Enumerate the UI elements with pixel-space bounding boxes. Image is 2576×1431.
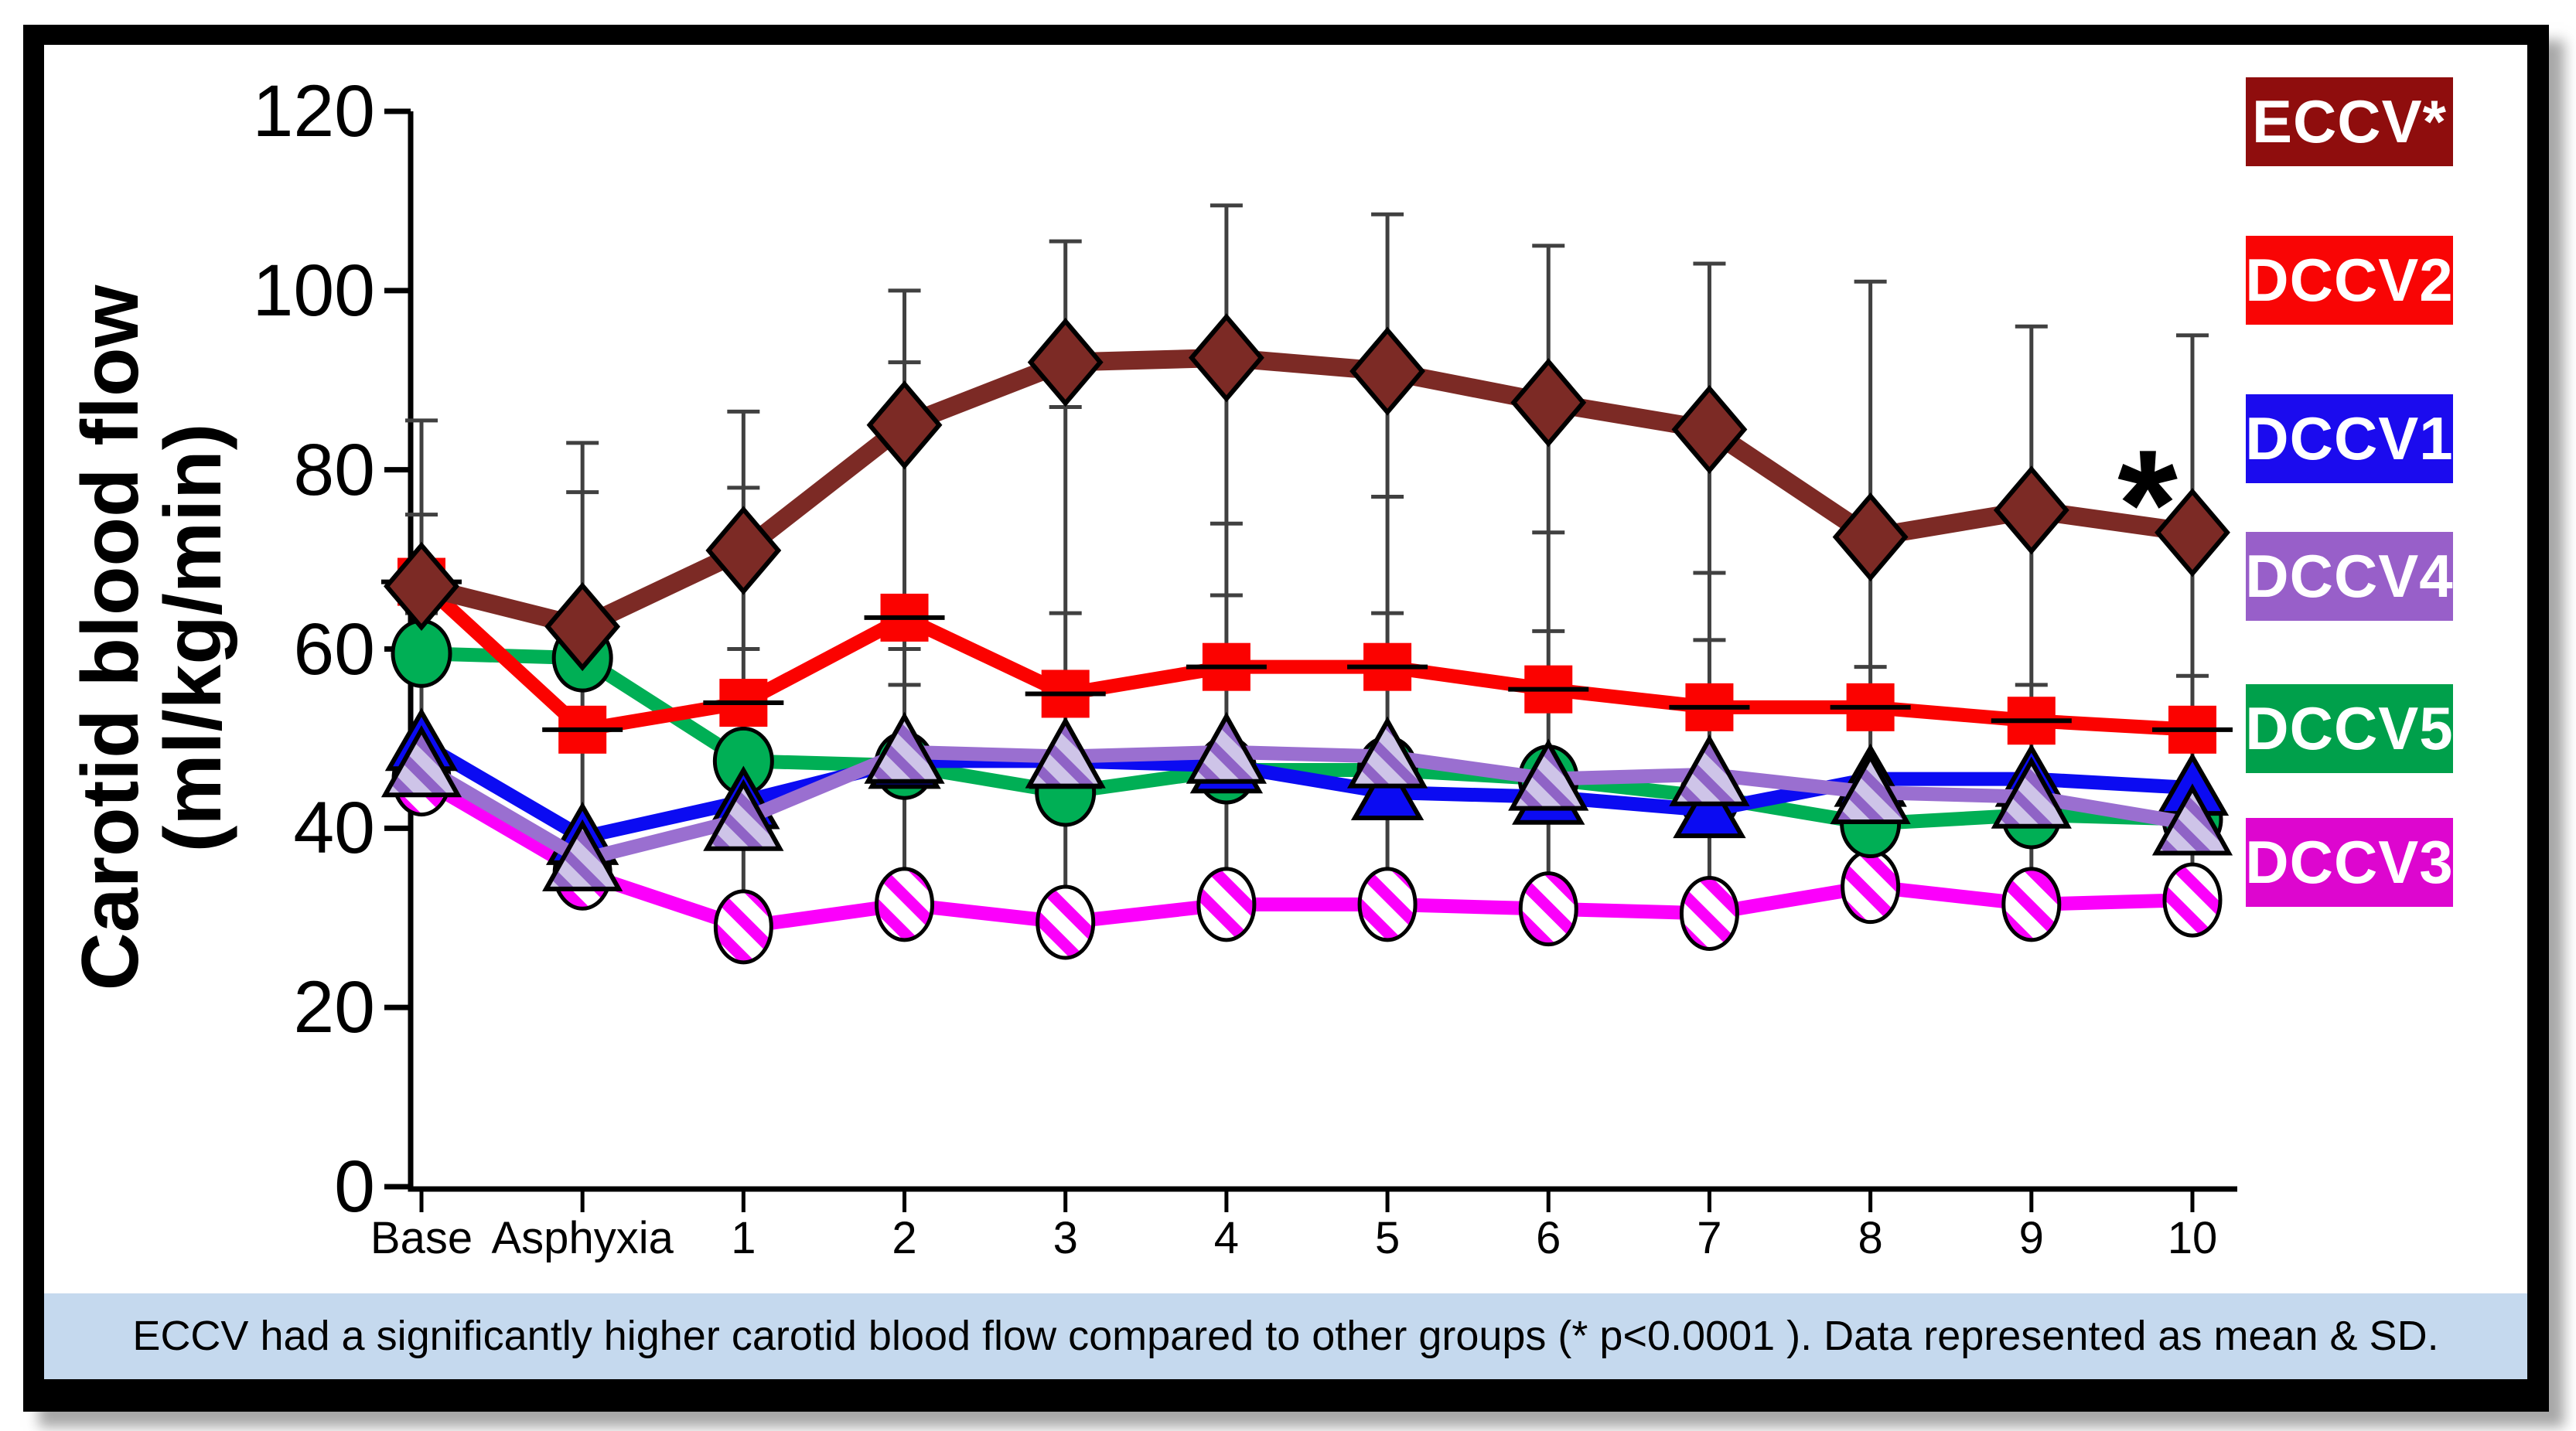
figure-caption: ECCV had a significantly higher carotid …	[132, 1313, 2439, 1359]
axes	[384, 108, 2237, 1212]
y-tick-label-0: 0	[334, 1146, 375, 1228]
legend-item-dccv2: DCCV2	[2245, 236, 2454, 325]
x-tick-label-4: 4	[1213, 1213, 1240, 1263]
legend-label: ECCV*	[2251, 87, 2448, 155]
y-tick-label-100: 100	[252, 249, 375, 332]
figure-frame: ECCV had a significantly higher carotid …	[23, 25, 2549, 1412]
x-tick-label-3: 3	[1053, 1213, 1078, 1263]
series-dccv2	[381, 557, 2233, 754]
series-dccv4	[380, 711, 2233, 891]
y-tick-label-20: 20	[293, 966, 375, 1049]
y-tick-label-120: 120	[252, 70, 375, 152]
x-tick-label-asphyxia: Asphyxia	[491, 1213, 674, 1263]
legend-label: DCCV5	[2245, 694, 2454, 762]
x-tick-label-base: Base	[370, 1213, 473, 1263]
x-tick-label-8: 8	[1858, 1213, 1883, 1263]
legend-item-dccv3: DCCV3	[2245, 818, 2454, 907]
legend-label: DCCV1	[2245, 404, 2454, 472]
legend-label: DCCV4	[2245, 542, 2454, 610]
legend-label: DCCV2	[2245, 246, 2454, 314]
x-tick-label-5: 5	[1374, 1213, 1401, 1263]
series-eccv	[384, 313, 2230, 672]
x-tick-label-9: 9	[2018, 1213, 2044, 1263]
legend-item-dccv5: DCCV5	[2245, 684, 2454, 773]
significance-asterisk: *	[2117, 418, 2178, 591]
legend-item-dccv4: DCCV4	[2245, 532, 2454, 621]
y-tick-label-80: 80	[293, 428, 375, 511]
legend-item-dccv1: DCCV1	[2245, 394, 2454, 483]
caption-band: ECCV had a significantly higher carotid …	[44, 1293, 2527, 1379]
y-tick-label-40: 40	[293, 787, 375, 870]
legend-label: DCCV3	[2245, 828, 2454, 896]
y-tick-label-60: 60	[293, 608, 375, 690]
x-tick-label-1: 1	[731, 1213, 756, 1263]
x-tick-label-7: 7	[1697, 1213, 1722, 1263]
x-tick-label-10: 10	[2167, 1213, 2218, 1263]
x-tick-label-6: 6	[1536, 1213, 1561, 1263]
legend-item-eccv: ECCV*	[2246, 77, 2453, 166]
x-tick-label-2: 2	[892, 1213, 917, 1263]
